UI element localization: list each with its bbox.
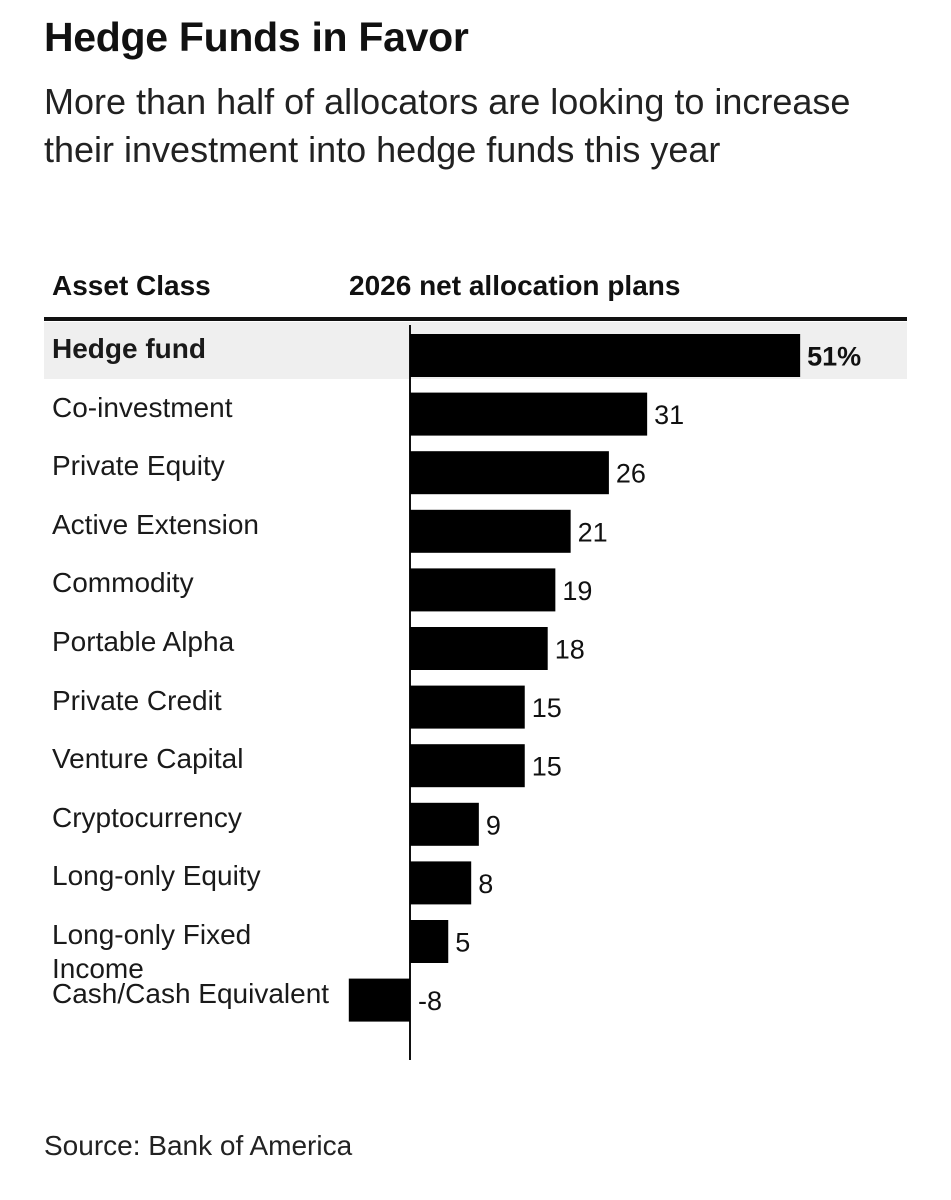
value-label: 5: [455, 928, 470, 958]
value-label: 19: [562, 576, 592, 606]
value-label: 26: [616, 459, 646, 489]
category-label: Long-only Fixed Income: [52, 919, 252, 984]
source-note: Source: Bank of America: [44, 1130, 353, 1161]
bar-portable-alpha: [410, 627, 548, 670]
value-label: -8: [418, 986, 442, 1016]
bar-private-credit: [410, 685, 525, 729]
column-header-asset-class: Asset Class: [52, 270, 211, 301]
category-label: Hedge fund: [52, 333, 206, 364]
bar-commodity: [410, 568, 556, 612]
chart-title: Hedge Funds in Favor: [44, 14, 469, 60]
bar-hedge-fund: [410, 334, 801, 377]
bar-private-equity: [410, 451, 609, 495]
bar-long-only-equity: [410, 861, 472, 905]
value-label: 21: [578, 517, 608, 547]
value-label: 31: [654, 400, 684, 430]
value-label: 8: [478, 869, 493, 899]
value-label: 51%: [807, 342, 861, 372]
value-label: 9: [486, 810, 501, 840]
bar-cryptocurrency: [410, 802, 479, 846]
column-header-allocation-plans: 2026 net allocation plans: [349, 270, 681, 301]
value-label: 15: [532, 752, 562, 782]
category-label: Active Extension: [52, 508, 259, 540]
category-label: Long-only Equity: [52, 860, 261, 892]
category-label: Portable Alpha: [52, 626, 235, 657]
bar-long-only-fixed-income: [410, 920, 449, 963]
category-label: Cash/Cash Equivalent: [52, 977, 330, 1009]
value-label: 18: [555, 635, 585, 665]
bar-co-investment: [410, 392, 648, 436]
category-label: Commodity: [52, 567, 194, 599]
category-label: Private Credit: [52, 684, 222, 716]
bar-active-extension: [410, 509, 571, 553]
bar-venture-capital: [410, 744, 525, 788]
bar-cash-cash-equivalent: [348, 978, 410, 1022]
category-label: Private Equity: [52, 450, 225, 482]
category-label: Venture Capital: [52, 743, 244, 775]
header-rule: [44, 317, 907, 321]
value-label: 15: [532, 693, 562, 723]
category-label: Cryptocurrency: [52, 801, 242, 833]
chart-subtitle: More than half of allocators are looking…: [44, 81, 851, 170]
category-label: Co-investment: [52, 391, 233, 423]
